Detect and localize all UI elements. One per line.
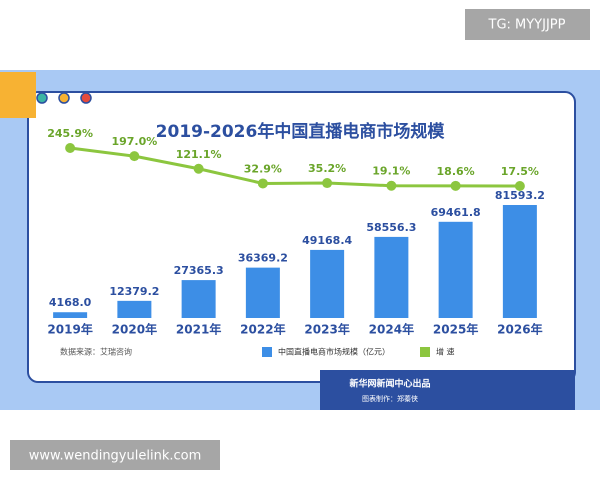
data-label: 27365.3: [174, 264, 224, 277]
data-label: 35.2%: [308, 162, 346, 175]
growth-point: [65, 143, 76, 153]
data-label: 18.6%: [437, 165, 475, 178]
source: 数据来源：艾瑞咨询: [60, 347, 132, 357]
legend-swatch: [262, 347, 272, 357]
data-label: 49168.4: [302, 234, 352, 247]
decoration: [80, 92, 92, 104]
watermark: TG: MYYJJPP: [488, 18, 566, 33]
x-tick-label: 2022年: [240, 322, 285, 337]
footer-band: [320, 370, 575, 410]
data-label: 58556.3: [366, 221, 416, 234]
bar: [245, 267, 280, 318]
x-tick-label: 2019年: [47, 322, 92, 337]
producer: 新华网新闻中心出品: [349, 378, 430, 390]
decoration: [0, 72, 36, 118]
data-label: 81593.2: [495, 189, 545, 202]
x-tick-label: 2021年: [176, 322, 221, 337]
x-tick-label: 2025年: [433, 322, 478, 337]
growth-line: [69, 146, 520, 188]
decoration: [58, 92, 70, 104]
data-label: 69461.8: [431, 206, 481, 219]
data-label: 19.1%: [372, 165, 410, 178]
growth-point: [129, 151, 140, 162]
decoration: [36, 92, 48, 104]
x-tick-label: 2020年: [112, 322, 157, 337]
x-tick-label: 2024年: [369, 322, 414, 337]
x-tick-label: 2023年: [304, 322, 349, 337]
data-label: 32.9%: [244, 162, 282, 175]
bar: [502, 205, 537, 318]
bar: [374, 236, 409, 318]
chart-title: 2019-2026年中国直播电商市场规模: [156, 121, 446, 142]
growth-point: [386, 180, 397, 191]
data-label: 36369.2: [238, 252, 288, 265]
bar: [310, 249, 345, 318]
bar: [53, 312, 88, 318]
growth-point: [450, 180, 461, 191]
bar: [117, 300, 152, 318]
data-label: 4168.0: [49, 296, 92, 309]
data-label: 197.0%: [111, 135, 157, 148]
legend-label: 增 速: [436, 347, 455, 357]
legend-label: 中国直播电商市场规模（亿元）: [278, 347, 390, 357]
designer: 图表制作：郑蓁侠: [362, 394, 418, 403]
data-label: 17.5%: [501, 165, 539, 178]
watermark: www.wendingyulelink.com: [29, 449, 202, 464]
watermark-box: [465, 9, 590, 40]
growth-point: [257, 178, 268, 189]
growth-point: [514, 181, 525, 191]
data-label: 121.1%: [176, 148, 222, 161]
data-label: 245.9%: [47, 127, 93, 140]
bar: [181, 280, 216, 318]
legend-swatch: [420, 347, 430, 357]
data-label: 12379.2: [109, 285, 159, 298]
growth-point: [193, 163, 204, 174]
bar: [438, 221, 473, 318]
card: [27, 91, 576, 383]
x-tick-label: 2026年: [497, 322, 542, 337]
growth-point: [322, 178, 333, 189]
watermark-box: [10, 440, 220, 470]
